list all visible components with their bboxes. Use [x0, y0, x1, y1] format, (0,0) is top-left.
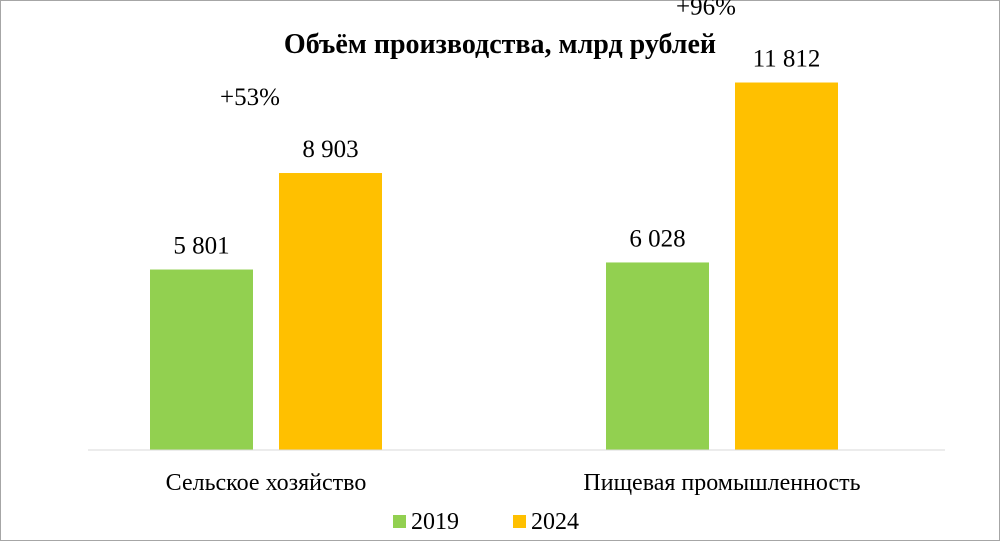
growth-label-1: +96%	[676, 0, 736, 21]
legend-label-2019: 2019	[411, 509, 459, 535]
growth-label-0: +53%	[220, 84, 280, 111]
legend-label-2024: 2024	[531, 509, 579, 535]
bar-2019-0	[150, 269, 253, 450]
category-label-0: Сельское хозяйство	[166, 470, 367, 496]
bars-layer	[150, 82, 838, 451]
bar-2019-1	[606, 262, 709, 450]
legend-swatch-2024	[513, 515, 526, 528]
data-label-2019-1: 6 028	[629, 225, 685, 252]
data-label-2024-1: 11 812	[753, 46, 821, 73]
bar-2024-1	[735, 82, 838, 450]
chart-title: Объём производства, млрд рублей	[284, 29, 716, 60]
data-label-2019-0: 5 801	[173, 233, 229, 260]
bar-2024-0	[279, 173, 382, 451]
legend-swatch-2019	[393, 515, 406, 528]
labels-layer: 5 801 8 903 +53% Сельское хозяйство 6 028 11 …	[166, 0, 861, 496]
legend: 2019 2024	[393, 509, 579, 535]
data-label-2024-0: 8 903	[302, 136, 358, 163]
category-label-1: Пищевая промышленность	[583, 470, 860, 496]
